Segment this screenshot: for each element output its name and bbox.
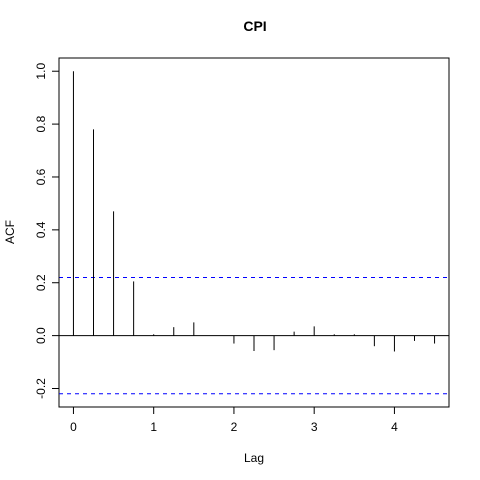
y-tick-label: 0.0 xyxy=(34,327,48,344)
y-tick-label: 0.2 xyxy=(34,274,48,291)
y-axis: -0.2 0.0 0.2 0.4 0.6 0.8 1.0 xyxy=(34,63,60,399)
x-tick-label: 2 xyxy=(231,420,238,434)
y-tick-label: -0.2 xyxy=(34,378,48,399)
y-axis-title: ACF xyxy=(3,220,17,244)
x-axis-title: Lag xyxy=(244,451,264,465)
x-axis: 0 1 2 3 4 xyxy=(70,406,398,434)
y-tick-label: 1.0 xyxy=(34,63,48,80)
x-tick-label: 4 xyxy=(391,420,398,434)
chart-title: CPI xyxy=(243,18,266,34)
plot-area xyxy=(59,71,449,395)
y-tick-label: 0.4 xyxy=(34,221,48,238)
x-tick-label: 0 xyxy=(70,420,77,434)
y-tick-label: 0.6 xyxy=(34,168,48,185)
x-tick-label: 3 xyxy=(311,420,318,434)
y-tick-label: 0.8 xyxy=(34,115,48,132)
x-tick-label: 1 xyxy=(150,420,157,434)
